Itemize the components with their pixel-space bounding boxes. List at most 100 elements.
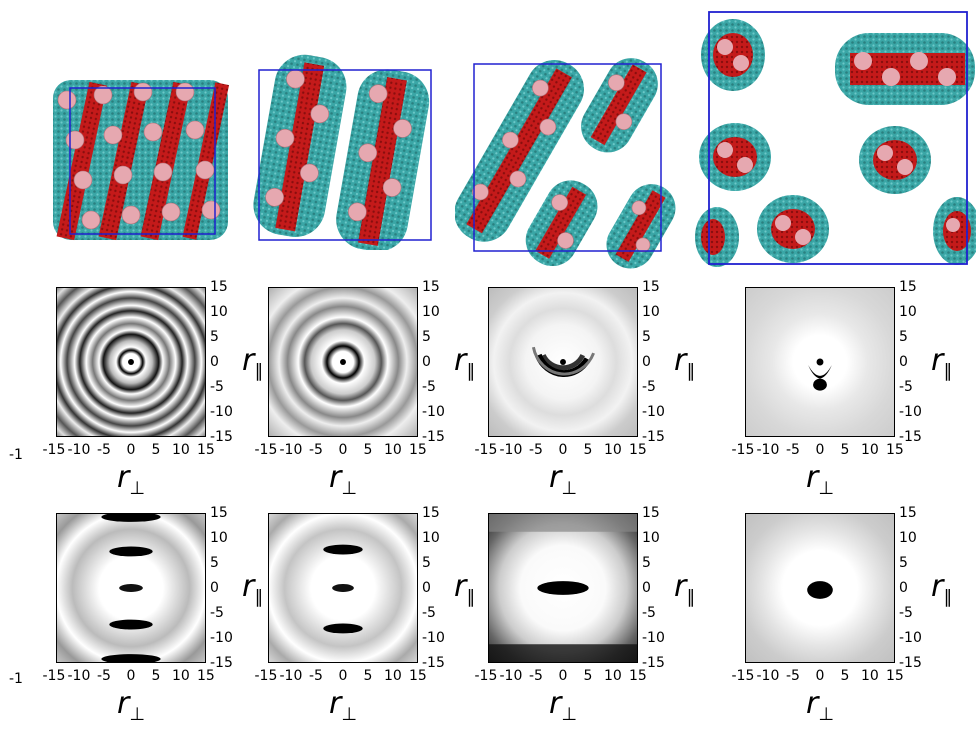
y-tick-label: -5	[642, 379, 656, 395]
x-tick-label: -15	[42, 442, 66, 458]
y-tick-label: -5	[899, 605, 913, 621]
y-axis-label: r∥	[454, 343, 476, 383]
x-tick-label: 0	[126, 668, 136, 684]
y-tick-label: -5	[210, 605, 224, 621]
y-tick-label: 10	[899, 530, 917, 546]
x-axis-label: r⊥	[806, 460, 835, 500]
y-tick-label: -5	[642, 605, 656, 621]
x-tick-label: 15	[886, 442, 904, 458]
x-tick-label: -10	[756, 442, 780, 458]
y-tick-label: 5	[422, 555, 431, 571]
correlation-map-2-3	[488, 513, 638, 663]
x-tick-label: 5	[151, 442, 161, 458]
y-tick-label: 15	[210, 279, 228, 295]
x-tick-label: -15	[474, 668, 498, 684]
y-tick-label: -10	[210, 404, 233, 420]
x-axis-label: r⊥	[806, 686, 835, 726]
y-tick-label: -15	[642, 655, 665, 671]
correlation-map-1-3	[488, 287, 638, 437]
x-tick-label: -10	[67, 668, 91, 684]
corner-label-top: -1	[9, 447, 23, 463]
y-tick-label: -15	[899, 429, 922, 445]
x-axis-label: r⊥	[329, 460, 358, 500]
y-tick-label: 5	[422, 329, 431, 345]
x-tick-label: 5	[583, 442, 593, 458]
x-axis-label: r⊥	[117, 460, 146, 500]
y-tick-label: -10	[642, 630, 665, 646]
y-tick-label: -15	[210, 655, 233, 671]
x-tick-label: 15	[629, 442, 647, 458]
x-tick-label: -10	[279, 442, 303, 458]
y-axis-label: r∥	[242, 569, 264, 609]
x-tick-label: -10	[499, 442, 523, 458]
correlation-map-1-2	[268, 287, 418, 437]
x-tick-label: 0	[338, 668, 348, 684]
y-tick-label: -10	[422, 630, 445, 646]
y-tick-label: -5	[210, 379, 224, 395]
y-tick-label: 10	[899, 304, 917, 320]
y-tick-label: 10	[642, 304, 660, 320]
x-tick-label: -5	[309, 668, 323, 684]
y-axis-label: r∥	[931, 569, 953, 609]
x-tick-label: 0	[558, 442, 568, 458]
y-axis-label: r∥	[674, 343, 696, 383]
y-tick-label: 15	[899, 279, 917, 295]
y-tick-label: 5	[642, 555, 651, 571]
x-axis-label: r⊥	[549, 460, 578, 500]
y-tick-label: 15	[422, 505, 440, 521]
x-tick-label: 10	[384, 668, 402, 684]
corner-label-bottom: -1	[9, 671, 23, 687]
x-tick-label: 15	[629, 668, 647, 684]
y-tick-label: 5	[210, 329, 219, 345]
y-axis-label: r∥	[242, 343, 264, 383]
x-tick-label: 10	[861, 442, 879, 458]
y-tick-label: 0	[642, 354, 651, 370]
y-tick-label: 0	[642, 580, 651, 596]
snapshot-3	[455, 58, 676, 269]
y-tick-label: 0	[422, 580, 431, 596]
x-tick-label: 5	[363, 442, 373, 458]
y-tick-label: 15	[899, 505, 917, 521]
y-tick-label: 5	[899, 555, 908, 571]
y-tick-label: 5	[899, 329, 908, 345]
correlation-map-2-4	[745, 513, 895, 663]
y-tick-label: -15	[422, 655, 445, 671]
x-tick-label: 15	[409, 668, 427, 684]
y-tick-label: 10	[210, 530, 228, 546]
y-tick-label: -10	[422, 404, 445, 420]
x-axis-label: r⊥	[329, 686, 358, 726]
y-tick-label: 0	[899, 354, 908, 370]
x-tick-label: -10	[279, 668, 303, 684]
x-tick-label: 0	[815, 442, 825, 458]
y-axis-label: r∥	[454, 569, 476, 609]
x-tick-label: 15	[197, 668, 215, 684]
x-tick-label: 10	[604, 668, 622, 684]
x-tick-label: 5	[840, 442, 850, 458]
y-tick-label: 15	[642, 279, 660, 295]
snapshot-4	[695, 11, 976, 267]
x-tick-label: 15	[409, 442, 427, 458]
x-tick-label: -15	[42, 668, 66, 684]
x-tick-label: -15	[474, 442, 498, 458]
x-tick-label: 0	[126, 442, 136, 458]
y-tick-label: 0	[210, 580, 219, 596]
y-tick-label: 10	[642, 530, 660, 546]
correlation-map-2-1	[56, 513, 206, 663]
x-axis-label: r⊥	[117, 686, 146, 726]
x-tick-label: 15	[886, 668, 904, 684]
x-tick-label: -10	[756, 668, 780, 684]
y-tick-label: 5	[642, 329, 651, 345]
y-tick-label: -10	[899, 404, 922, 420]
y-tick-label: 15	[210, 505, 228, 521]
y-axis-label: r∥	[674, 569, 696, 609]
y-tick-label: 5	[210, 555, 219, 571]
correlation-map-2-2	[268, 513, 418, 663]
y-tick-label: 0	[422, 354, 431, 370]
y-tick-label: 15	[642, 505, 660, 521]
y-tick-label: -5	[899, 379, 913, 395]
y-tick-label: -5	[422, 379, 436, 395]
snapshot-2	[253, 54, 432, 250]
y-tick-label: 10	[422, 530, 440, 546]
x-tick-label: 10	[172, 442, 190, 458]
x-tick-label: -5	[529, 668, 543, 684]
